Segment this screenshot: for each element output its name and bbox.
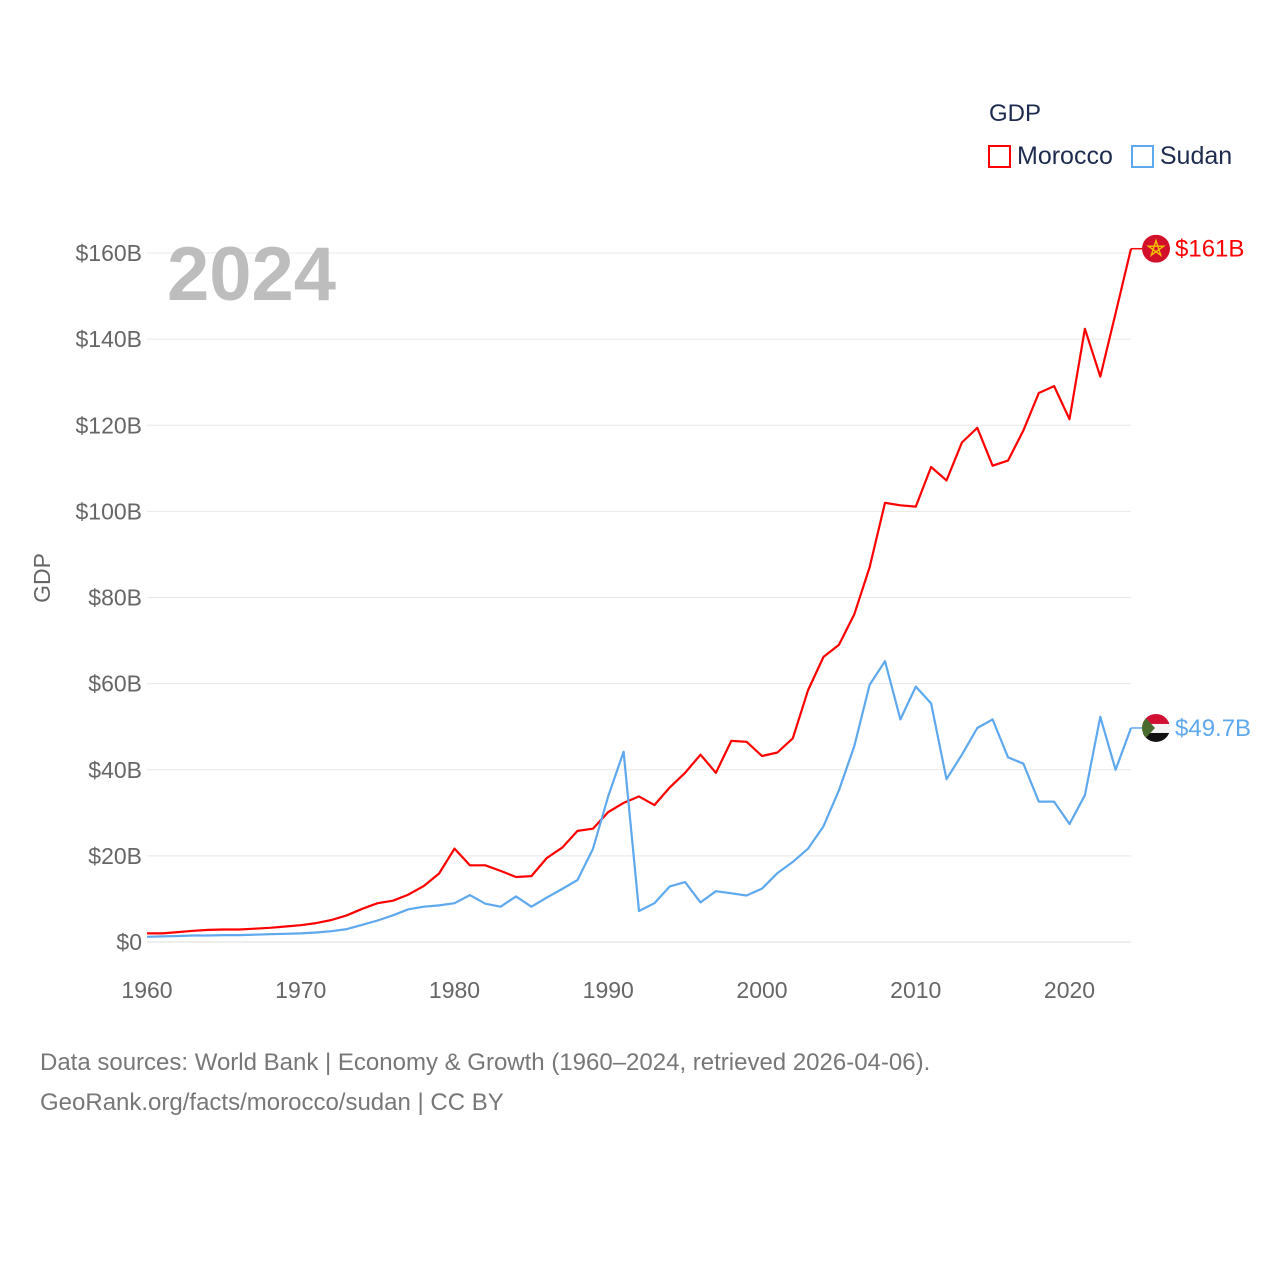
morocco-flag-icon bbox=[1142, 234, 1170, 263]
attribution-text: GeoRank.org/facts/morocco/sudan | CC BY bbox=[40, 1089, 504, 1116]
x-tick-label: 2010 bbox=[890, 977, 941, 1003]
flag-stripe-black bbox=[1142, 732, 1170, 742]
series-line-sudan bbox=[146, 660, 1133, 938]
y-tick-label: $40B bbox=[88, 757, 142, 783]
y-tick-label: $20B bbox=[88, 843, 142, 869]
y-tick-label: $140B bbox=[75, 326, 142, 352]
legend-label-morocco: Morocco bbox=[1017, 142, 1113, 170]
x-tick-label: 2000 bbox=[736, 977, 787, 1003]
legend: Morocco Sudan bbox=[988, 142, 1232, 171]
footer: Data sources: World Bank | Economy & Gro… bbox=[40, 1043, 930, 1123]
y-tick-label: $60B bbox=[88, 671, 142, 697]
flag-body bbox=[1142, 234, 1170, 263]
y-tick-label: $0 bbox=[116, 929, 142, 955]
legend-item-morocco[interactable]: Morocco bbox=[988, 142, 1113, 171]
flag-triangle bbox=[1142, 713, 1155, 742]
x-tick-label: 1980 bbox=[429, 977, 480, 1003]
y-tick-label: $80B bbox=[88, 585, 142, 611]
flag-stripe-red bbox=[1142, 713, 1170, 724]
end-value-label-sudan: $49.7B bbox=[1175, 715, 1251, 742]
legend-title: GDP bbox=[989, 100, 1042, 127]
flag-body bbox=[1142, 713, 1170, 742]
flag-star bbox=[1146, 238, 1166, 258]
flag-stripe-white bbox=[1142, 723, 1170, 733]
legend-swatch-morocco bbox=[988, 145, 1011, 168]
legend-label-sudan: Sudan bbox=[1159, 142, 1233, 170]
y-axis-title: GDP bbox=[29, 553, 55, 603]
data-source-text: Data sources: World Bank | Economy & Gro… bbox=[40, 1049, 931, 1076]
y-tick-label: $120B bbox=[75, 412, 142, 438]
x-tick-label: 1990 bbox=[583, 977, 634, 1003]
y-tick-label: $160B bbox=[75, 240, 142, 266]
x-tick-label: 2020 bbox=[1044, 977, 1095, 1003]
x-tick-label: 1960 bbox=[121, 977, 172, 1003]
sudan-flag-icon bbox=[1142, 713, 1170, 742]
legend-swatch-sudan bbox=[1130, 145, 1154, 168]
x-tick-label: 1970 bbox=[275, 977, 326, 1003]
y-tick-label: $100B bbox=[75, 498, 142, 524]
year-watermark: 2024 bbox=[167, 232, 336, 317]
series-line-morocco bbox=[147, 248, 1133, 935]
legend-item-sudan[interactable]: Sudan bbox=[1130, 142, 1233, 171]
end-value-label-morocco: $161B bbox=[1175, 236, 1244, 263]
